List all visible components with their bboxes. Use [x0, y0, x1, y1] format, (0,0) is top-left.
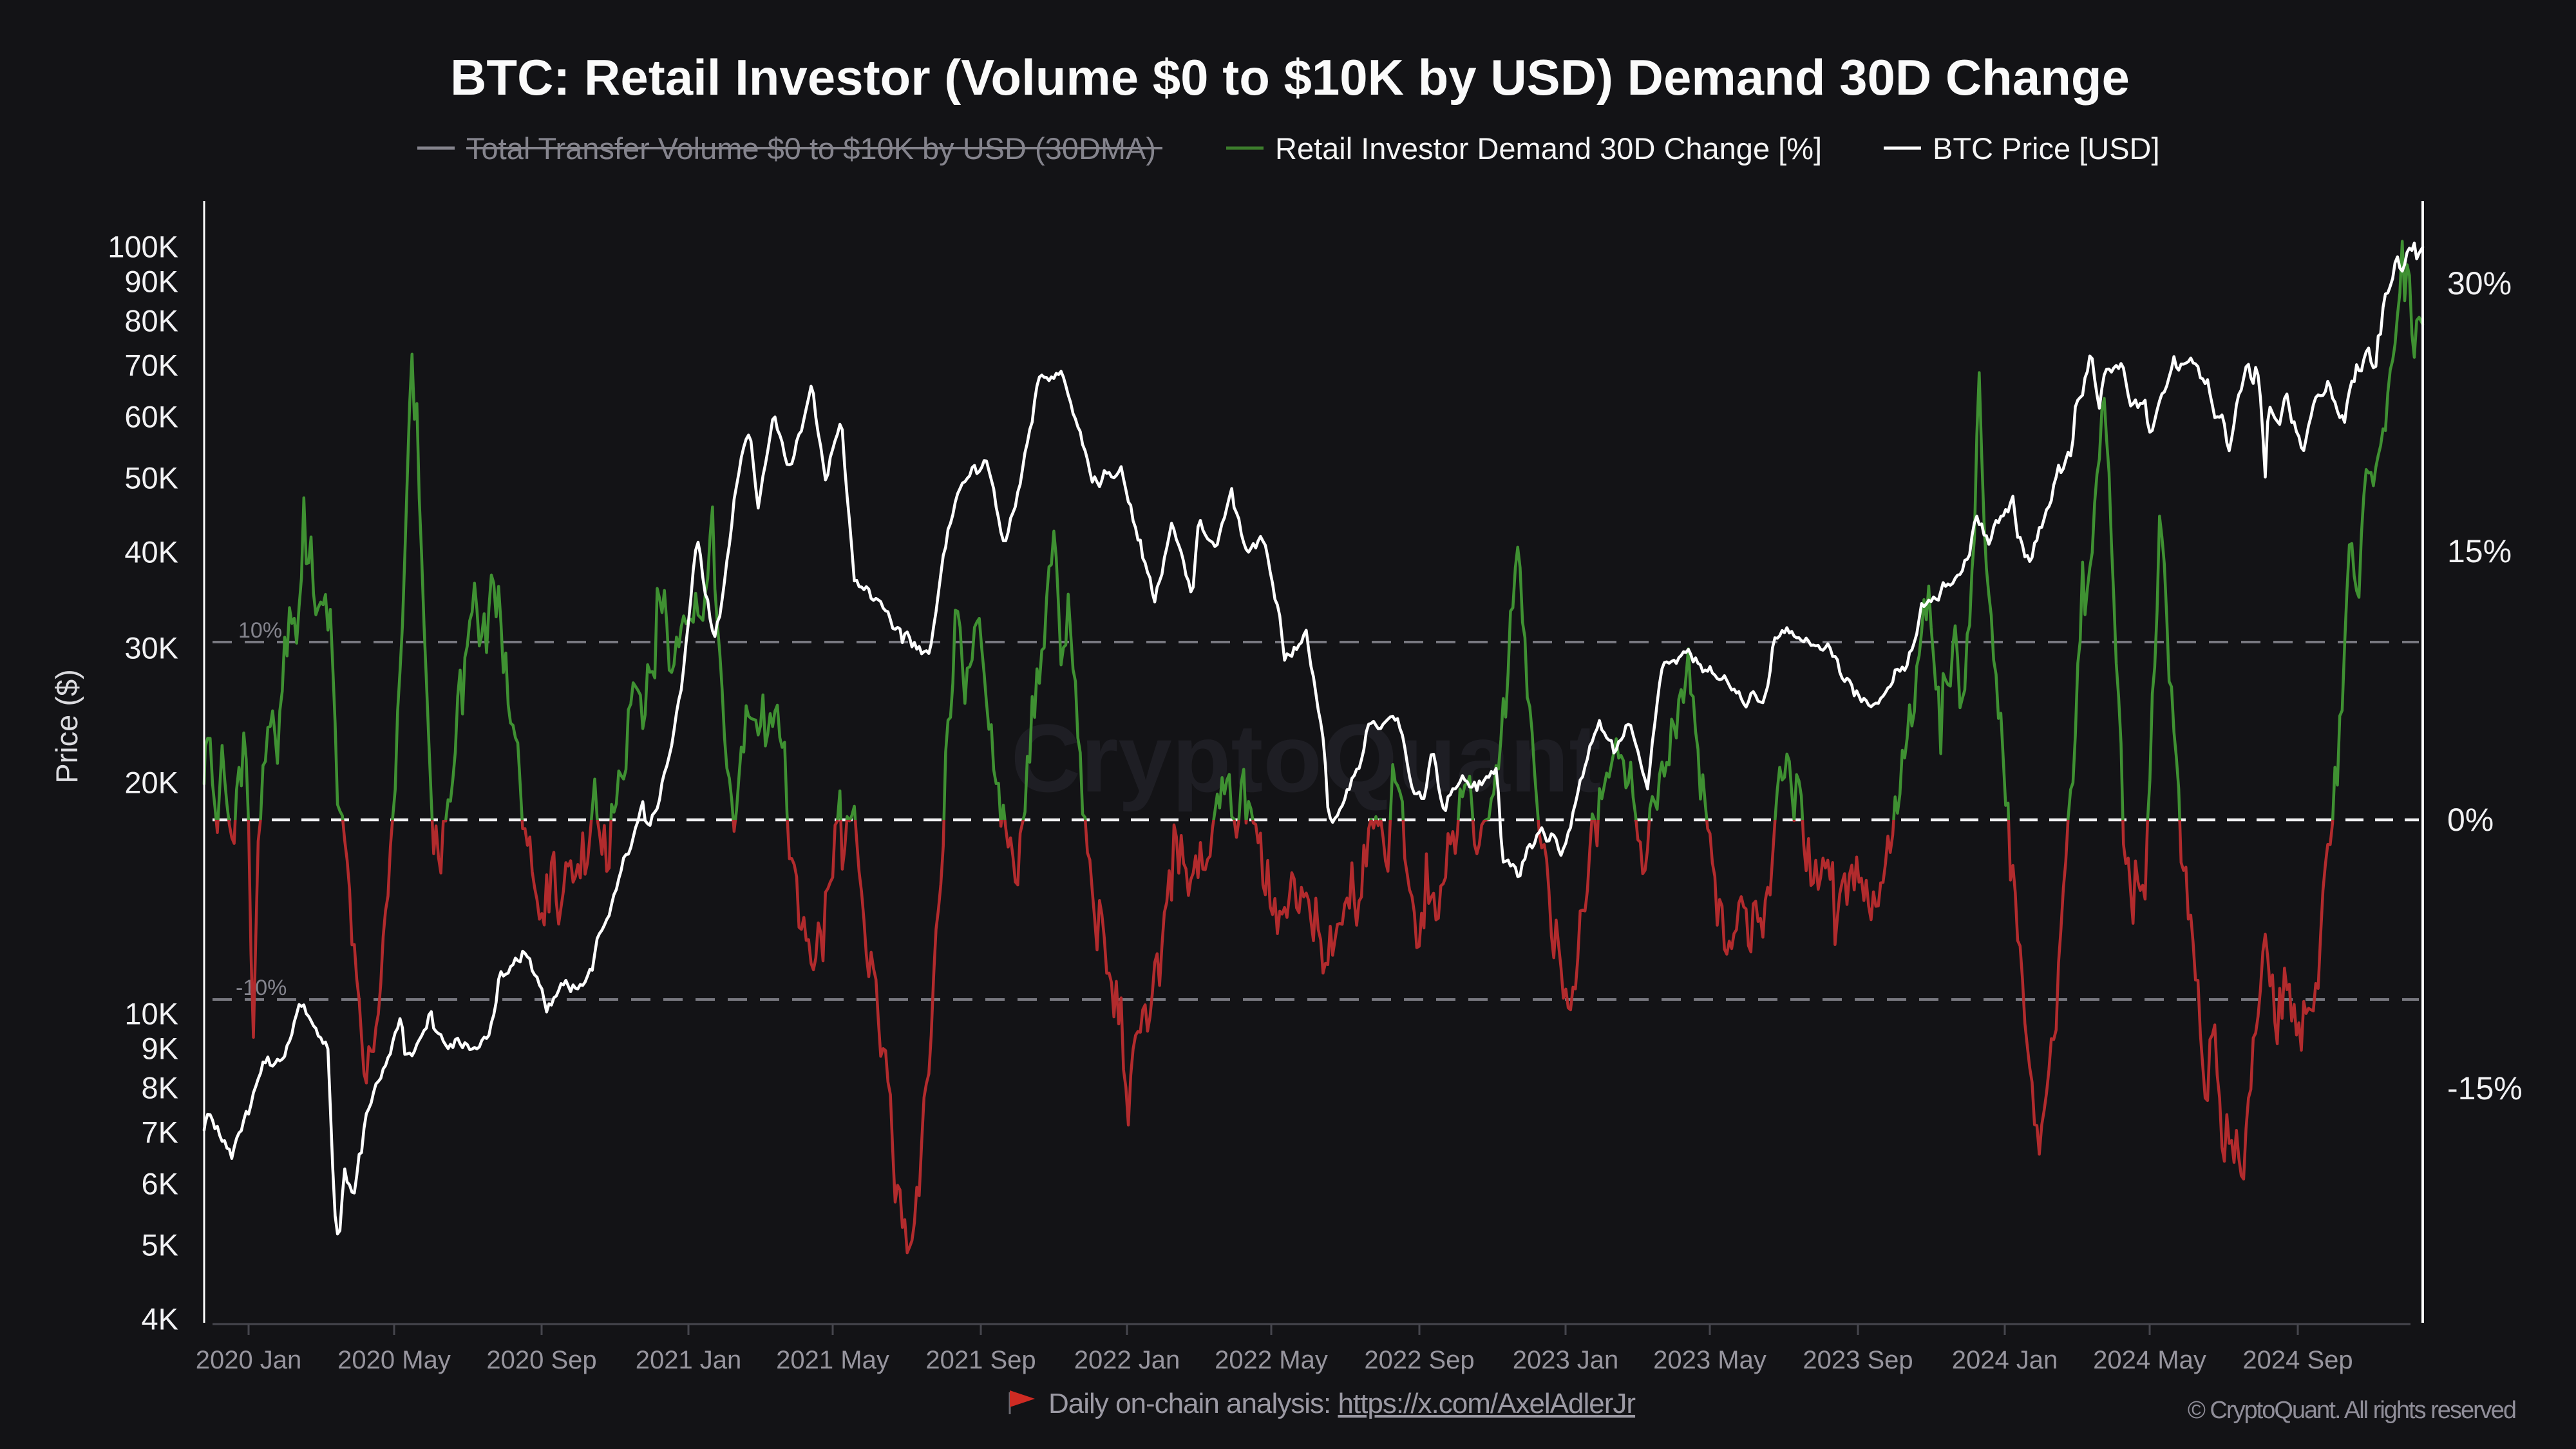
svg-text:2023 Jan: 2023 Jan [1513, 1346, 1619, 1374]
svg-text:-15%: -15% [2447, 1070, 2523, 1106]
svg-text:60K: 60K [124, 400, 178, 434]
svg-text:100K: 100K [108, 230, 178, 264]
svg-text:9K: 9K [142, 1032, 179, 1066]
svg-text:8K: 8K [142, 1071, 179, 1105]
svg-text:2024 May: 2024 May [2093, 1346, 2206, 1374]
svg-text:90K: 90K [124, 265, 178, 299]
svg-text:BTC: Retail Investor (Volume $: BTC: Retail Investor (Volume $0 to $10K … [450, 49, 2130, 106]
svg-text:2020 Jan: 2020 Jan [196, 1346, 302, 1374]
svg-text:Price ($): Price ($) [50, 669, 84, 784]
svg-text:40K: 40K [124, 535, 178, 569]
svg-text:10K: 10K [124, 997, 178, 1031]
svg-text:2022 Jan: 2022 Jan [1074, 1346, 1180, 1374]
svg-text:2023 May: 2023 May [1653, 1346, 1766, 1374]
svg-text:Daily on-chain analysis: https: Daily on-chain analysis: https://x.com/A… [1048, 1388, 1635, 1419]
svg-text:-10%: -10% [236, 976, 287, 1000]
svg-text:4K: 4K [142, 1302, 179, 1336]
svg-text:2024 Sep: 2024 Sep [2242, 1346, 2353, 1374]
svg-text:2021 May: 2021 May [776, 1346, 889, 1374]
svg-text:2021 Sep: 2021 Sep [925, 1346, 1036, 1374]
svg-text:2020 May: 2020 May [337, 1346, 451, 1374]
svg-text:80K: 80K [124, 304, 178, 338]
svg-text:6K: 6K [142, 1167, 179, 1201]
svg-text:15%: 15% [2447, 533, 2512, 569]
svg-text:Retail Investor Demand 30D Cha: Retail Investor Demand 30D Change [%] [1275, 131, 1822, 166]
svg-text:2022 May: 2022 May [1215, 1346, 1328, 1374]
svg-text:5K: 5K [142, 1228, 179, 1262]
svg-text:20K: 20K [124, 766, 178, 800]
svg-text:© CryptoQuant. All rights rese: © CryptoQuant. All rights reserved [2188, 1397, 2515, 1424]
svg-text:2023 Sep: 2023 Sep [1803, 1346, 1913, 1374]
svg-text:50K: 50K [124, 461, 178, 495]
svg-text:BTC Price [USD]: BTC Price [USD] [1933, 131, 2160, 166]
svg-text:10%: 10% [238, 618, 282, 643]
svg-text:2024 Jan: 2024 Jan [1952, 1346, 2058, 1374]
svg-text:70K: 70K [124, 348, 178, 383]
svg-text:CryptoQuant: CryptoQuant [1011, 704, 1602, 812]
svg-text:30K: 30K [124, 631, 178, 665]
svg-text:7K: 7K [142, 1115, 179, 1150]
svg-text:0%: 0% [2447, 802, 2494, 838]
svg-text:30%: 30% [2447, 265, 2512, 301]
svg-text:2021 Jan: 2021 Jan [636, 1346, 742, 1374]
svg-text:2020 Sep: 2020 Sep [486, 1346, 596, 1374]
svg-text:2022 Sep: 2022 Sep [1364, 1346, 1474, 1374]
